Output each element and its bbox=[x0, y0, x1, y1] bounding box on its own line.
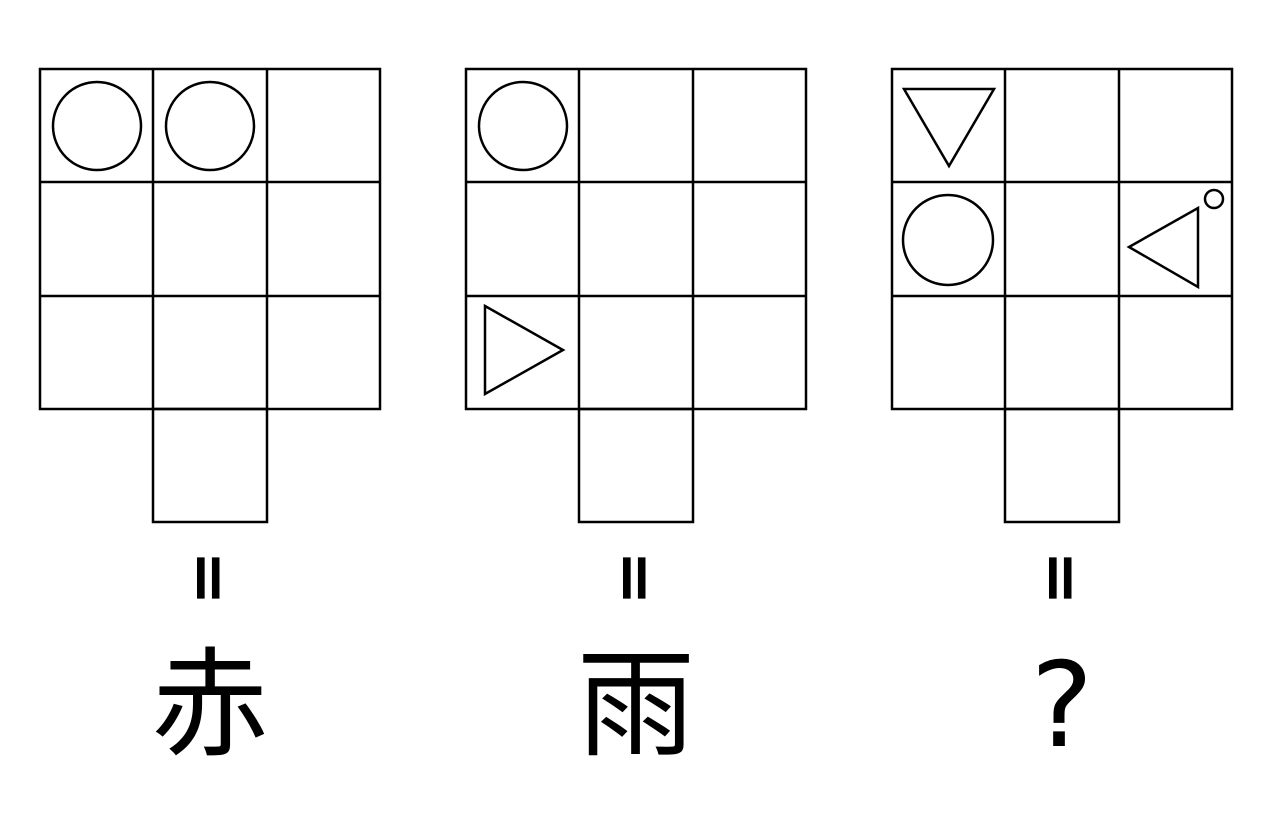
panel-1-circle-r1c1 bbox=[51, 80, 143, 172]
panel-2-grid bbox=[464, 67, 808, 524]
panel-3-circle-r2c1 bbox=[901, 193, 995, 287]
panel-3-small-circle-mark bbox=[1203, 188, 1225, 210]
panel-1-circle-r1c2 bbox=[164, 80, 256, 172]
panel-3-equals: = bbox=[1024, 550, 1101, 605]
panel-1-grid bbox=[38, 67, 382, 524]
panel-3 bbox=[890, 67, 1234, 524]
panel-3-triangle-down-r1c1 bbox=[901, 87, 997, 169]
panel-3-grid bbox=[890, 67, 1234, 524]
panel-3-triangle-left-r2c3 bbox=[1126, 205, 1200, 290]
panel-2-answer: 雨 bbox=[577, 636, 695, 774]
panel-1 bbox=[38, 67, 382, 524]
panel-2 bbox=[464, 67, 808, 524]
panel-2-triangle-right-r3c1 bbox=[483, 303, 566, 397]
panel-1-equals: = bbox=[172, 550, 249, 605]
panel-3-answer: ? bbox=[1031, 636, 1094, 774]
panel-2-circle-r1c1 bbox=[477, 80, 569, 172]
panel-2-equals: = bbox=[598, 550, 675, 605]
panel-1-answer: 赤 bbox=[151, 636, 269, 774]
